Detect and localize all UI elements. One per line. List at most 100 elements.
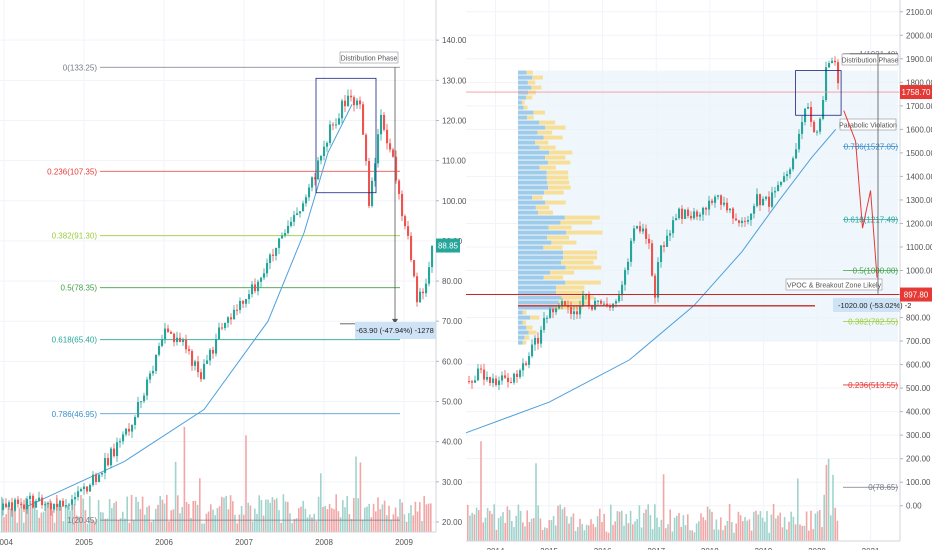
volume-bar <box>124 518 126 532</box>
volume-bar <box>199 478 201 532</box>
candle-body <box>492 378 495 383</box>
parabolic-label-bg <box>839 118 897 131</box>
fib-label: 1(20.45) <box>67 516 97 525</box>
candle-body <box>5 503 8 508</box>
volume-bar <box>605 531 608 541</box>
profile-bar <box>518 145 540 150</box>
volume-bar <box>467 504 469 541</box>
volume-bar <box>759 511 762 541</box>
profile-bar <box>565 265 602 270</box>
volume-bar <box>188 504 190 532</box>
volume-bar <box>779 512 781 541</box>
volume-bar <box>671 531 674 541</box>
x-tick-label: 2004 <box>0 538 13 547</box>
y-tick-label: 30.00 <box>442 478 463 487</box>
volume-bar <box>144 514 146 532</box>
candle-body <box>528 356 531 365</box>
volume-bar <box>475 507 478 541</box>
candle-body <box>191 351 194 366</box>
candle-body <box>516 373 519 377</box>
candle-body <box>507 377 510 383</box>
profile-bar <box>548 185 571 190</box>
y-tick-label: 300.00 <box>906 431 931 440</box>
volume-bar <box>568 523 570 541</box>
left-measure-tool: -63.90 (-47.94%) -1278 <box>340 67 436 339</box>
volume-bar <box>517 504 520 541</box>
volume-bar <box>676 515 678 541</box>
profile-bar <box>518 280 566 285</box>
profile-bar <box>518 260 562 265</box>
candle-body <box>798 133 801 150</box>
profile-bar <box>560 220 593 225</box>
candle-body <box>239 300 242 310</box>
volume-bar <box>146 507 148 532</box>
vpoc-price-label: 897.80 <box>904 291 929 300</box>
volume-bar <box>51 510 54 532</box>
volume-bar <box>616 511 619 541</box>
volume-bar <box>832 474 834 541</box>
volume-bar <box>480 441 482 541</box>
volume-bar <box>717 529 720 541</box>
volume-bar <box>64 505 67 532</box>
candle-body <box>329 124 332 143</box>
volume-bar <box>836 520 839 541</box>
candle-body <box>92 474 95 485</box>
candle-body <box>176 337 179 343</box>
candle-body <box>83 486 86 490</box>
volume-bar <box>390 519 392 532</box>
candle-body <box>603 303 606 305</box>
profile-bar <box>544 190 564 195</box>
volume-bar <box>29 501 32 532</box>
volume-bar <box>506 506 509 541</box>
candle-body <box>398 180 401 194</box>
candle-body <box>56 503 59 507</box>
right-y-axis: 0.00 100.00 200.00 300.00 400.00 500.00 600.00… <box>899 0 932 541</box>
candle-body <box>471 381 474 383</box>
volume-bar <box>372 503 375 532</box>
volume-bar <box>750 530 753 541</box>
candle-body <box>410 235 413 261</box>
volume-bar <box>803 525 806 541</box>
y-tick-label: 80.00 <box>442 277 463 286</box>
volume-bar <box>781 527 784 541</box>
profile-bar <box>548 225 572 230</box>
candle-body <box>831 60 834 64</box>
volume-bar <box>324 505 326 532</box>
candle-body <box>699 214 702 217</box>
profile-bar <box>518 115 527 120</box>
profile-bar <box>518 75 533 80</box>
volume-bar <box>489 510 491 541</box>
candle-body <box>735 218 738 221</box>
candle-body <box>314 177 317 180</box>
volume-bar <box>342 500 344 532</box>
volume-bar <box>735 523 737 541</box>
volume-bar <box>715 519 718 541</box>
right-chart-panel[interactable]: 1(1921.40)0.786(1527.05)0.618(1217.49)0.… <box>465 0 932 555</box>
volume-bar <box>508 509 511 541</box>
profile-bar <box>523 105 528 110</box>
candle-body <box>501 375 504 381</box>
candle-body <box>164 328 167 340</box>
left-chart-panel[interactable]: 0(133.25) 0.236(107.35) 0.382(91.30) 0.5(78… <box>0 0 467 550</box>
volume-bar <box>585 524 588 541</box>
candle-body <box>188 349 191 352</box>
candle-body <box>690 215 693 219</box>
y-tick-label: 1500.00 <box>906 149 932 158</box>
candle-body <box>762 198 765 206</box>
candle-body <box>474 380 477 383</box>
fib-label: 0.618(1217.49) <box>844 215 899 224</box>
volume-bar <box>638 505 641 541</box>
volume-bar <box>306 517 309 532</box>
volume-bar <box>555 525 557 541</box>
volume-bar <box>772 503 775 541</box>
candle-body <box>774 191 777 193</box>
profile-bar <box>518 120 540 125</box>
volume-bar <box>408 513 410 532</box>
volume-bar <box>592 523 594 541</box>
volume-bar <box>69 510 71 532</box>
volume-bar <box>328 504 331 532</box>
volume-bar <box>519 510 522 541</box>
volume-bar <box>770 514 773 541</box>
candle-body <box>789 169 792 175</box>
candle-body <box>422 291 425 294</box>
